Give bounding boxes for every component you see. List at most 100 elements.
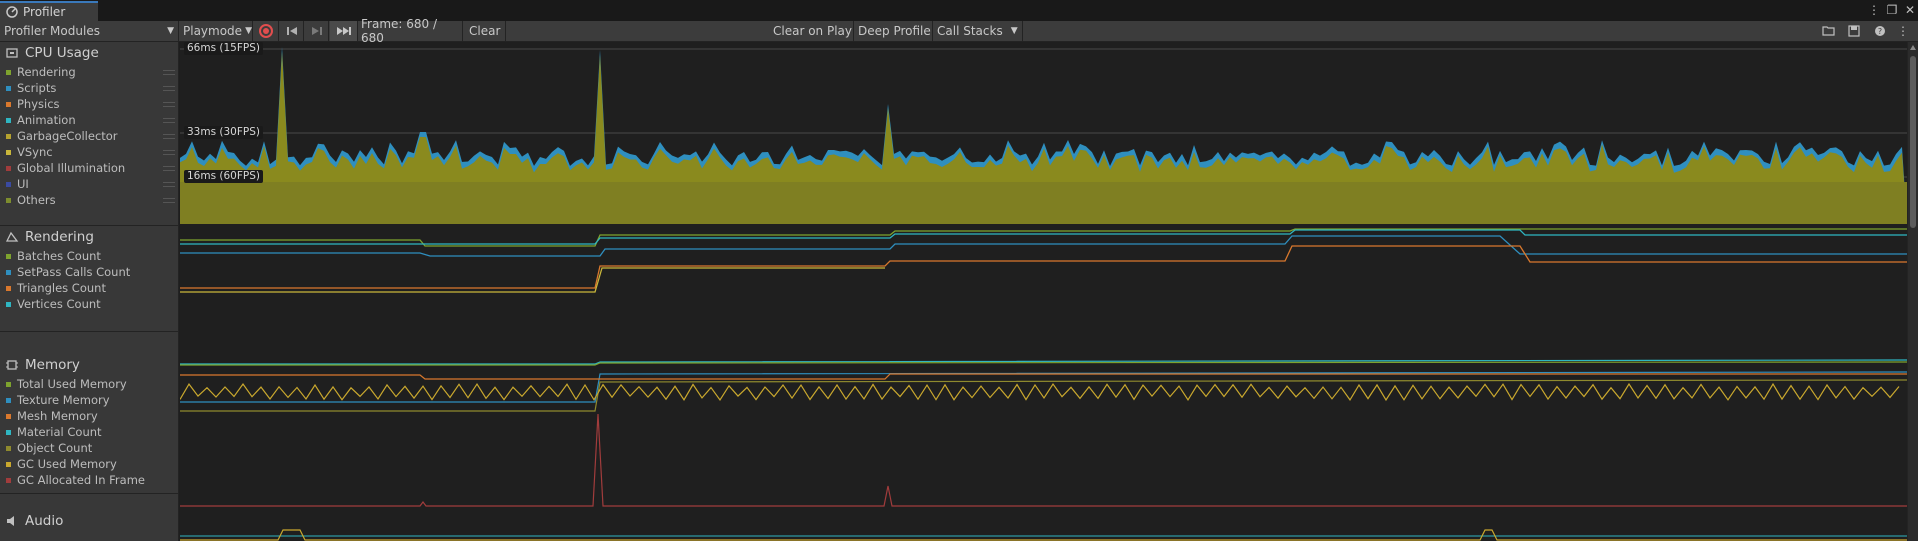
legend-swatch [6,429,11,435]
deep-profile-label: Deep Profile [858,24,931,38]
rendering-header[interactable]: Rendering [0,226,179,248]
toolbar-menu-button[interactable]: ⋮ [1893,21,1913,41]
legend-item-total-used-memory[interactable]: Total Used Memory [0,376,179,392]
cpu-usage-module[interactable]: CPU Usage Rendering Scripts Physics Anim… [0,42,179,226]
target-dropdown[interactable]: Playmode ▼ [180,21,253,41]
drag-handle-icon[interactable] [163,86,175,91]
drag-handle-icon[interactable] [163,70,175,75]
legend-item-garbage-collector[interactable]: GarbageCollector [0,128,179,144]
clear-label: Clear [469,24,501,38]
legend-label: Vertices Count [17,297,101,311]
legend-item-rendering[interactable]: Rendering [0,64,179,80]
legend-item-material-count[interactable]: Material Count [0,424,179,440]
audio-module[interactable]: Audio [0,510,179,541]
legend-label: Mesh Memory [17,409,98,423]
legend-label: SetPass Calls Count [17,265,131,279]
cpu-usage-chart[interactable] [180,42,1907,224]
legend-item-global-illumination[interactable]: Global Illumination [0,160,179,176]
legend-item-vertices-count[interactable]: Vertices Count [0,296,179,312]
call-stacks-dropdown[interactable]: Call Stacks ▼ [934,21,1023,41]
profiler-modules-sidebar: CPU Usage Rendering Scripts Physics Anim… [0,42,179,541]
drag-handle-icon[interactable] [163,118,175,123]
drag-handle-icon[interactable] [163,102,175,107]
legend-swatch [6,461,11,467]
legend-label: Total Used Memory [17,377,127,391]
record-button[interactable] [254,21,279,41]
step-forward-icon [311,27,322,35]
memory-module[interactable]: Memory Total Used Memory Texture Memory … [0,354,179,494]
legend-swatch [6,117,11,123]
rendering-chart[interactable] [180,226,1907,332]
cpu-legend: Rendering Scripts Physics Animation Garb… [0,64,179,208]
legend-item-scripts[interactable]: Scripts [0,80,179,96]
memory-series-line-3 [180,373,1907,380]
scrollbar-thumb[interactable] [1910,56,1916,228]
legend-swatch [6,477,11,483]
next-frame-button[interactable] [305,21,329,41]
legend-item-animation[interactable]: Animation [0,112,179,128]
record-icon [259,24,273,38]
fps-label-15: 66ms (15FPS) [184,42,263,55]
drag-handle-icon[interactable] [163,166,175,171]
maximize-icon[interactable]: ❐ [1886,3,1898,17]
scroll-up-icon[interactable] [1910,45,1916,50]
deep-profile-button[interactable]: Deep Profile [855,21,933,41]
legend-swatch [6,285,11,291]
legend-swatch [6,181,11,187]
legend-item-batches-count[interactable]: Batches Count [0,248,179,264]
legend-item-ui[interactable]: UI [0,176,179,192]
profiler-tab[interactable]: Profiler [0,1,98,21]
legend-swatch [6,413,11,419]
profiler-modules-label: Profiler Modules [4,24,100,38]
legend-label: Global Illumination [17,161,126,175]
menu-icon[interactable]: ⋮ [1868,3,1880,17]
clear-button[interactable]: Clear [464,21,506,41]
rendering-series-line-1 [180,229,1907,245]
audio-chart[interactable] [180,510,1907,541]
drag-handle-icon[interactable] [163,198,175,203]
drag-handle-icon[interactable] [163,150,175,155]
legend-item-others[interactable]: Others [0,192,179,208]
target-label: Playmode [183,24,243,38]
window-tab-bar: Profiler ⋮ ❐ ✕ [0,0,1918,21]
help-icon: ? [1875,26,1885,36]
legend-item-gc-allocated-in-frame[interactable]: GC Allocated In Frame [0,472,179,488]
drag-handle-icon[interactable] [163,134,175,139]
vertical-scrollbar[interactable] [1907,42,1918,541]
save-button[interactable] [1843,21,1865,41]
clear-on-play-button[interactable]: Clear on Play [771,21,854,41]
legend-swatch [6,165,11,171]
rendering-series-line-0 [180,228,1907,247]
cpu-usage-title: CPU Usage [25,45,99,61]
legend-swatch [6,445,11,451]
close-icon[interactable]: ✕ [1904,3,1916,17]
rendering-series-line-4 [180,267,885,293]
help-button[interactable]: ? [1870,21,1890,41]
legend-item-setpass-calls-count[interactable]: SetPass Calls Count [0,264,179,280]
legend-item-physics[interactable]: Physics [0,96,179,112]
save-icon [1848,25,1860,37]
legend-item-gc-used-memory[interactable]: GC Used Memory [0,456,179,472]
memory-chart[interactable] [180,354,1907,509]
profiler-modules-dropdown[interactable]: Profiler Modules ▼ [0,21,179,41]
legend-item-texture-memory[interactable]: Texture Memory [0,392,179,408]
call-stacks-label: Call Stacks [937,24,1003,38]
legend-item-vsync[interactable]: VSync [0,144,179,160]
legend-item-mesh-memory[interactable]: Mesh Memory [0,408,179,424]
frame-label: Frame: 680 / 680 [361,17,438,45]
audio-header[interactable]: Audio [0,510,179,532]
rendering-title: Rendering [25,229,94,245]
load-button[interactable] [1818,21,1840,41]
legend-item-object-count[interactable]: Object Count [0,440,179,456]
legend-item-triangles-count[interactable]: Triangles Count [0,280,179,296]
drag-handle-icon[interactable] [163,182,175,187]
menu-icon: ⋮ [1897,24,1909,38]
cpu-usage-header[interactable]: CPU Usage [0,42,179,64]
legend-swatch [6,69,11,75]
rendering-module[interactable]: Rendering Batches Count SetPass Calls Co… [0,226,179,332]
previous-frame-button[interactable] [280,21,304,41]
chevron-down-icon: ▼ [167,26,174,36]
memory-header[interactable]: Memory [0,354,179,376]
chevron-down-icon: ▼ [1010,26,1018,36]
current-frame-button[interactable] [330,21,358,41]
